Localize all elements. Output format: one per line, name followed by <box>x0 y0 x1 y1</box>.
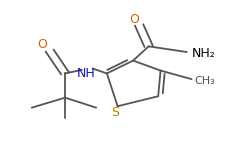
Text: S: S <box>111 106 119 119</box>
Text: CH₃: CH₃ <box>194 76 215 86</box>
Text: NH: NH <box>77 67 96 80</box>
Text: NH₂: NH₂ <box>192 47 215 60</box>
Text: O: O <box>37 38 47 51</box>
Text: O: O <box>129 13 139 26</box>
